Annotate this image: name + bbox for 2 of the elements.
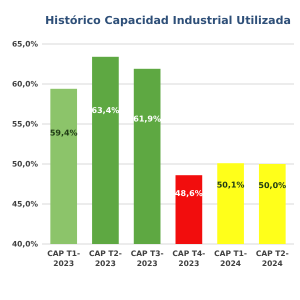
chart-title: Histórico Capacidad Industrial Utilizada [45, 14, 291, 27]
data-label: 63,4% [92, 106, 120, 115]
